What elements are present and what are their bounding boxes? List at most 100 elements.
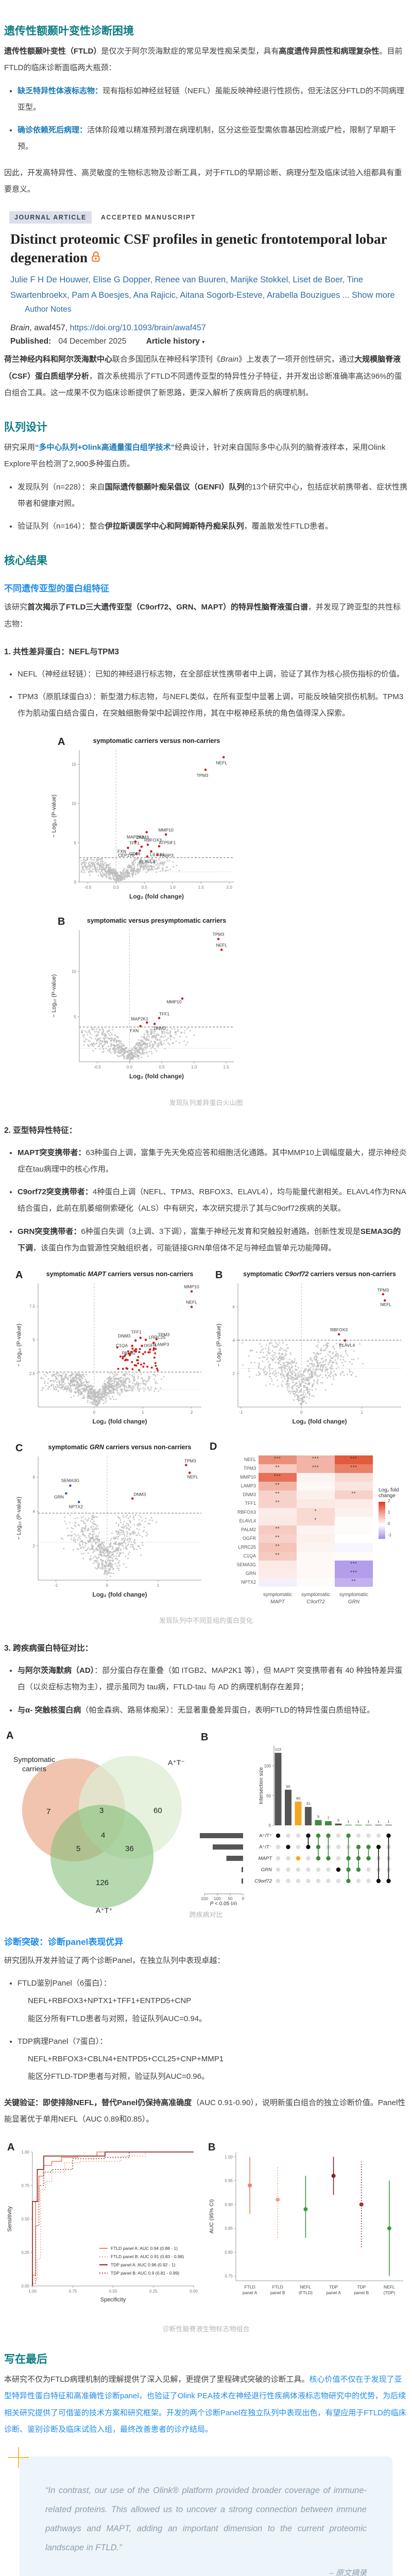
svg-text:A⁺/T⁻: A⁺/T⁻	[259, 1844, 272, 1850]
svg-text:150: 150	[201, 1896, 208, 1901]
bullet-item: 与阿尔茨海默病（AD）：部分蛋白存在重叠（如 ITGB2、MAP2K1 等），但…	[18, 1663, 408, 1696]
result-item-2-heading: 2. 亚型特异性特征：	[4, 1123, 408, 1139]
svg-text:0.5: 0.5	[142, 885, 148, 890]
section-heading-cohort: 队列设计	[4, 419, 408, 434]
svg-text:symptomatic versus presymptoma: symptomatic versus presymptomatic carrie…	[87, 917, 226, 924]
svg-text:2: 2	[233, 1371, 235, 1376]
svg-text:panel A: panel A	[242, 2290, 257, 2295]
article-history-dropdown[interactable]: Article history ▾	[146, 337, 205, 346]
svg-text:TPM3: TPM3	[377, 1287, 389, 1293]
svg-text:MMP10: MMP10	[158, 827, 174, 832]
svg-text:MAP2K1: MAP2K1	[127, 834, 144, 839]
svg-text:P < 0.05 (n): P < 0.05 (n)	[210, 1901, 237, 1905]
svg-text:0.0: 0.0	[113, 885, 119, 890]
svg-text:0.0: 0.0	[127, 1065, 133, 1070]
bullet-item: 发现队列（n=228）：来自国际遗传额颞叶痴呆倡议（GENFI）队列的13个研究…	[18, 479, 408, 513]
svg-text:5: 5	[33, 1338, 36, 1343]
figure-caption: 诊断性脑脊液生物标志物组合	[4, 2324, 408, 2333]
svg-text:TFF1: TFF1	[131, 1330, 142, 1335]
svg-text:DNM3: DNM3	[133, 1492, 146, 1497]
svg-text:TDP panel B: AUC 0.9 (0.81 - 0: TDP panel B: AUC 0.9 (0.81 - 0.99)	[111, 2270, 179, 2276]
result-item-1-bullets: NEFL（神经丝轻链）：已知的神经退行标志物，在全部症状性携带者中上调，验证了其…	[4, 666, 408, 722]
subsection-heading-subtypes: 不同遗传亚型的蛋白组特征	[4, 581, 408, 594]
svg-text:NEFL: NEFL	[216, 760, 227, 765]
accepted-manuscript-badge: ACCEPTED MANUSCRIPT	[101, 214, 196, 221]
svg-text:10: 10	[72, 969, 76, 974]
author-notes-link[interactable]: Author Notes	[25, 305, 408, 314]
panel-title: FTLD鉴别Panel（6蛋白）：	[18, 1979, 111, 1988]
svg-text:B: B	[58, 916, 65, 927]
panel-description: 能区分所有FTLD患者与对照，验证队列AUC=0.94。	[28, 2011, 408, 2027]
svg-text:Log₂ (fold change): Log₂ (fold change)	[129, 893, 184, 900]
svg-text:B: B	[208, 2142, 215, 2153]
svg-text:0.75: 0.75	[68, 2289, 77, 2294]
svg-text:5: 5	[74, 840, 77, 845]
svg-text:FTLD: FTLD	[244, 2284, 255, 2290]
svg-text:FXN: FXN	[130, 1028, 139, 1033]
published-date: 04 December 2025	[59, 337, 127, 346]
svg-text:0.50: 0.50	[109, 2289, 117, 2294]
svg-text:TPM3: TPM3	[197, 773, 209, 778]
svg-text:2: 2	[33, 1544, 36, 1548]
svg-text:FTLD: FTLD	[272, 2284, 283, 2290]
open-access-icon	[91, 248, 101, 267]
figure-caption: 跨疾病对比	[4, 1909, 408, 1919]
svg-text:Intersection size: Intersection size	[259, 1767, 264, 1804]
svg-text:0.95: 0.95	[225, 2179, 233, 2183]
svg-text:TPM3: TPM3	[158, 1332, 170, 1337]
svg-text:− Log₁₀ (P-value): − Log₁₀ (P-value)	[51, 974, 57, 1018]
svg-text:6: 6	[33, 1475, 36, 1480]
show-more-link[interactable]: Show more	[352, 291, 394, 300]
svg-text:1: 1	[357, 1819, 359, 1824]
svg-text:2.5: 2.5	[29, 1371, 36, 1376]
svg-text:0.00: 0.00	[21, 2284, 29, 2289]
bullet-item: GRN突变携带者：6种蛋白失调（3上调、3下调），富集于神经元发育和突触投射通路…	[18, 1224, 408, 1257]
svg-text:TDP: TDP	[357, 2284, 366, 2290]
svg-text:10: 10	[72, 801, 76, 806]
svg-text:DNM3: DNM3	[118, 1333, 130, 1338]
doi-link[interactable]: https://doi.org/10.1093/brain/awaf457	[70, 324, 206, 332]
svg-text:-1: -1	[239, 1410, 243, 1415]
svg-text:1.00: 1.00	[21, 2150, 29, 2155]
svg-text:2.0: 2.0	[227, 885, 233, 890]
svg-text:1.00: 1.00	[28, 2289, 37, 2294]
svg-text:1.0: 1.0	[170, 885, 176, 890]
svg-text:symptomatic C9orf72 carriers v: symptomatic C9orf72 carriers versus non-…	[243, 1270, 396, 1278]
author-list[interactable]: Julie F H De Houwer, Elise G Dopper, Ren…	[10, 273, 408, 303]
svg-text:1.5: 1.5	[223, 1065, 229, 1070]
svg-text:B: B	[215, 1269, 222, 1281]
decorative-cross-yellow	[8, 2447, 29, 2468]
panel-title: TDP病理Panel（7蛋白）：	[18, 2037, 107, 2046]
svg-text:100: 100	[214, 1896, 221, 1901]
svg-text:− Log₁₀ (P-value): − Log₁₀ (P-value)	[216, 1324, 222, 1367]
figure-caption: 发现队列差异蛋白火山图	[4, 1097, 408, 1107]
result-item-3-heading: 3. 跨疾病蛋白特征对比：	[4, 1640, 408, 1656]
section-heading-intro: 遗传性额颞叶变性诊断困境	[4, 23, 408, 38]
chevron-down-icon: ▾	[202, 340, 204, 345]
svg-text:OGFR: OGFR	[144, 1343, 157, 1348]
svg-text:0.80: 0.80	[225, 2250, 233, 2255]
svg-text:C: C	[15, 1443, 23, 1454]
svg-text:A: A	[15, 1269, 23, 1281]
svg-text:− Log₁₀ (P-value): − Log₁₀ (P-value)	[51, 794, 57, 838]
svg-text:NEFL: NEFL	[186, 1300, 197, 1305]
journal-citation-line: Brain, awaf457, https://doi.org/10.1093/…	[10, 324, 408, 333]
svg-text:LAMP3: LAMP3	[154, 1342, 169, 1347]
svg-text:NEFL: NEFL	[384, 2284, 395, 2290]
svg-text:100: 100	[264, 1764, 271, 1768]
intro-bullets: 缺乏特异性体液标志物：现有指标如神经丝轻链（NEFL）虽能反映神经退行性损伤，但…	[4, 83, 408, 156]
svg-text:NEFL: NEFL	[380, 1302, 391, 1307]
svg-text:0: 0	[93, 1410, 96, 1415]
svg-text:4: 4	[233, 1338, 235, 1343]
svg-text:0: 0	[300, 1410, 303, 1415]
svg-text:ATP5IF1: ATP5IF1	[159, 840, 176, 845]
results-paragraph: 该研究首次揭示了FTLD三大遗传亚型（C9orf72、GRN、MAPT）的特异性…	[4, 599, 408, 633]
svg-text:RBFOX3: RBFOX3	[330, 1327, 348, 1332]
svg-text:C9orf72: C9orf72	[254, 1878, 272, 1884]
svg-text:0: 0	[106, 1583, 109, 1588]
